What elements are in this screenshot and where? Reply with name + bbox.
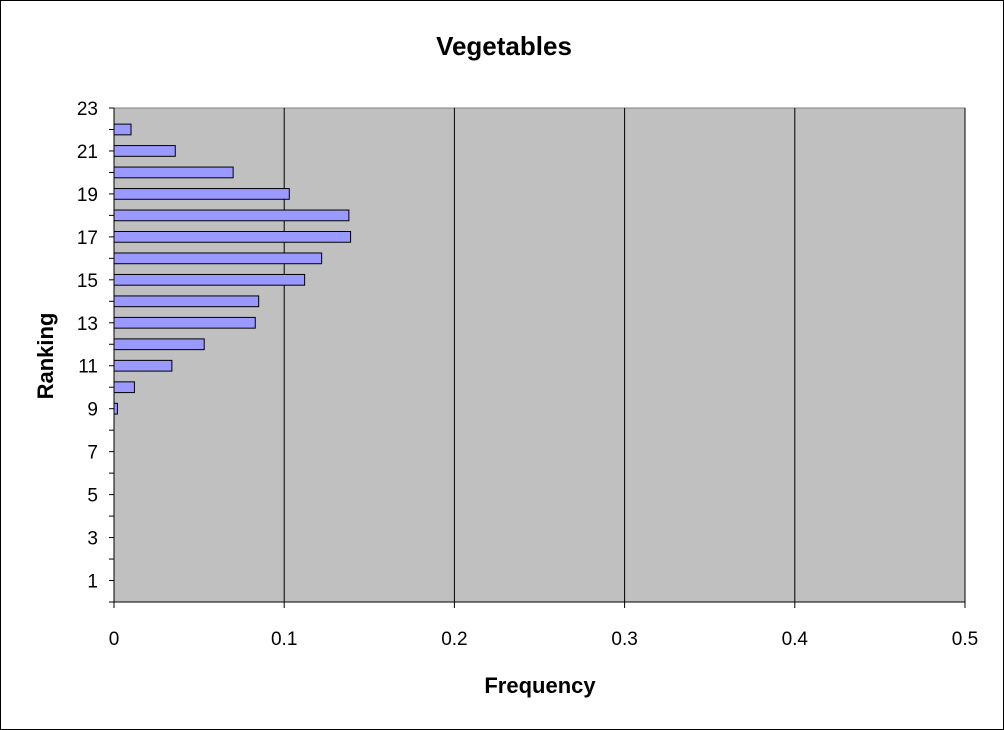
x-tick-labels: 0 0.1 0.2 0.3 0.4 0.5 bbox=[109, 629, 979, 650]
chart-title: Vegetables bbox=[436, 31, 572, 61]
y-tick-label: 23 bbox=[77, 99, 98, 120]
bar bbox=[113, 166, 234, 179]
x-axis-title: Frequency bbox=[484, 673, 596, 698]
bar bbox=[113, 273, 306, 286]
bar bbox=[113, 338, 205, 351]
x-tick-label: 0.5 bbox=[952, 629, 978, 650]
x-tick-label: 0.3 bbox=[611, 629, 637, 650]
y-tick-label: 5 bbox=[87, 486, 98, 507]
bar bbox=[113, 188, 290, 200]
y-tick-label: 11 bbox=[78, 357, 98, 378]
bar bbox=[113, 381, 135, 394]
bar bbox=[113, 231, 352, 243]
x-tick-label: 0.4 bbox=[782, 629, 809, 650]
bar bbox=[113, 316, 256, 329]
y-tick-label: 15 bbox=[77, 271, 98, 292]
bar bbox=[113, 145, 176, 157]
y-tick-label: 3 bbox=[87, 529, 98, 550]
y-axis-title: Ranking bbox=[33, 313, 58, 400]
y-tick-label: 13 bbox=[77, 314, 98, 335]
y-tick-label: 17 bbox=[77, 228, 98, 249]
plot-area bbox=[113, 107, 966, 603]
x-tick-label: 0.1 bbox=[271, 629, 297, 650]
grid-lines bbox=[283, 108, 966, 602]
bar bbox=[113, 209, 350, 222]
x-tick-label: 0 bbox=[109, 629, 120, 650]
bar bbox=[113, 295, 260, 308]
x-tick-label: 0.2 bbox=[441, 629, 467, 650]
bar bbox=[113, 252, 323, 265]
bar bbox=[113, 359, 173, 372]
bar bbox=[113, 402, 118, 415]
y-tick-label: 19 bbox=[77, 185, 98, 206]
axes bbox=[109, 107, 966, 608]
bars bbox=[113, 123, 352, 415]
y-tick-label: 1 bbox=[87, 572, 98, 593]
y-tick-label: 9 bbox=[87, 400, 98, 421]
bar bbox=[113, 123, 132, 136]
y-tick-label: 21 bbox=[77, 142, 98, 163]
y-tick-label: 7 bbox=[87, 443, 98, 464]
